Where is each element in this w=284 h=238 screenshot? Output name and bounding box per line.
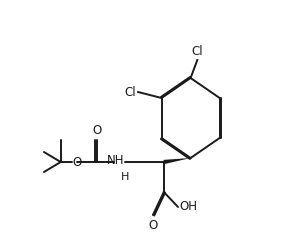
Text: Cl: Cl [191, 45, 203, 58]
Text: NH: NH [107, 154, 125, 167]
Text: OH: OH [180, 200, 198, 213]
Text: O: O [92, 124, 101, 137]
Text: Cl: Cl [125, 85, 136, 99]
Text: H: H [121, 172, 129, 182]
Text: O: O [148, 219, 158, 232]
Text: O: O [73, 155, 82, 169]
Polygon shape [164, 158, 191, 164]
